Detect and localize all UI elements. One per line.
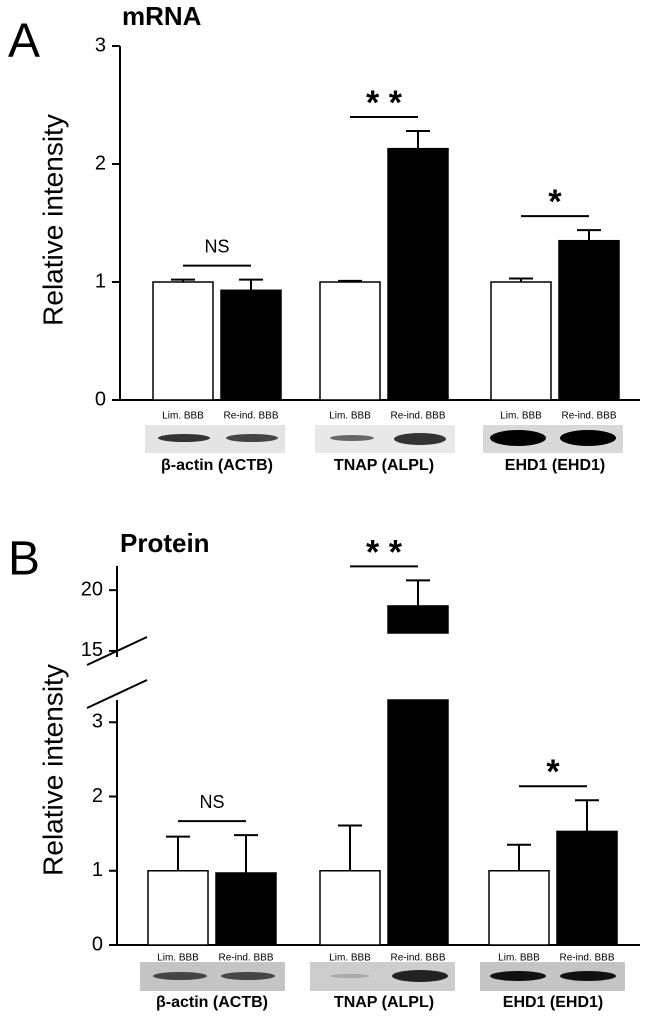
bar: [147, 870, 209, 946]
bar-label: Re-ind. BBB: [559, 953, 614, 964]
chart-title: mRNA: [122, 1, 202, 31]
bar-label: Re-ind. BBB: [223, 411, 278, 422]
y-tick-label: 3: [92, 711, 103, 733]
error-bar: [509, 277, 533, 282]
bar: [490, 281, 552, 401]
y-axis-label: Relative intensity: [37, 664, 68, 876]
x-category-label: β-actin (ACTB): [156, 994, 268, 1011]
error-bar: [338, 824, 362, 871]
panel-label: A: [8, 15, 40, 68]
error-bar: [406, 129, 430, 149]
bar-label: Re-ind. BBB: [218, 953, 273, 964]
bar: [387, 147, 449, 401]
error-bar: [406, 579, 430, 606]
error-bar: [234, 834, 258, 873]
bar: [215, 872, 277, 946]
y-tick-label: 20: [81, 578, 103, 600]
y-tick-label: 0: [92, 933, 103, 955]
error-bar: [507, 843, 531, 871]
significance-label: * *: [366, 84, 403, 122]
y-tick-label: 0: [95, 388, 106, 410]
error-bar: [338, 279, 362, 282]
chart-title: Protein: [120, 528, 210, 558]
significance-label: *: [548, 183, 562, 221]
panel-label: B: [8, 533, 40, 586]
significance-label: * *: [366, 533, 403, 571]
bar: [556, 830, 618, 946]
bar: [387, 605, 449, 634]
significance-label: *: [546, 753, 560, 791]
bar: [488, 870, 550, 946]
y-tick-label: 1: [95, 270, 106, 292]
axis-break: [86, 636, 148, 666]
bar-label: Lim. BBB: [157, 953, 199, 964]
bar-label: Re-ind. BBB: [561, 411, 616, 422]
significance-label: NS: [204, 236, 229, 256]
bar-label: Re-ind. BBB: [390, 411, 445, 422]
y-tick-label: 1: [92, 859, 103, 881]
significance-label: NS: [199, 792, 224, 812]
bar: [558, 239, 620, 401]
bar: [152, 281, 214, 401]
y-tick-label: 15: [81, 639, 103, 661]
bar-label: Lim. BBB: [498, 953, 540, 964]
y-tick-label: 2: [95, 152, 106, 174]
bar: [319, 281, 381, 401]
x-category-label: EHD1 (EHD1): [503, 994, 603, 1011]
error-bar: [166, 835, 190, 871]
bar-label: Re-ind. BBB: [390, 953, 445, 964]
x-category-label: TNAP (ALPL): [334, 994, 434, 1011]
bar-label: Lim. BBB: [329, 953, 371, 964]
x-category-label: β-actin (ACTB): [161, 457, 273, 474]
x-category-label: EHD1 (EHD1): [505, 457, 605, 474]
bar-label: Lim. BBB: [500, 411, 542, 422]
bar-label: Lim. BBB: [162, 411, 204, 422]
bar: [387, 699, 449, 946]
bar: [220, 289, 282, 401]
error-bar: [171, 278, 195, 282]
x-category-label: TNAP (ALPL): [334, 457, 434, 474]
gel-images: [140, 425, 625, 991]
axis-break: [86, 679, 148, 709]
y-tick-label: 2: [92, 785, 103, 807]
error-bar: [239, 278, 263, 291]
y-tick-label: 3: [95, 34, 106, 56]
y-axis-label: Relative intensity: [37, 114, 68, 326]
bar: [319, 870, 381, 946]
bar-label: Lim. BBB: [329, 411, 371, 422]
error-bar: [577, 229, 601, 241]
error-bar: [575, 799, 599, 832]
